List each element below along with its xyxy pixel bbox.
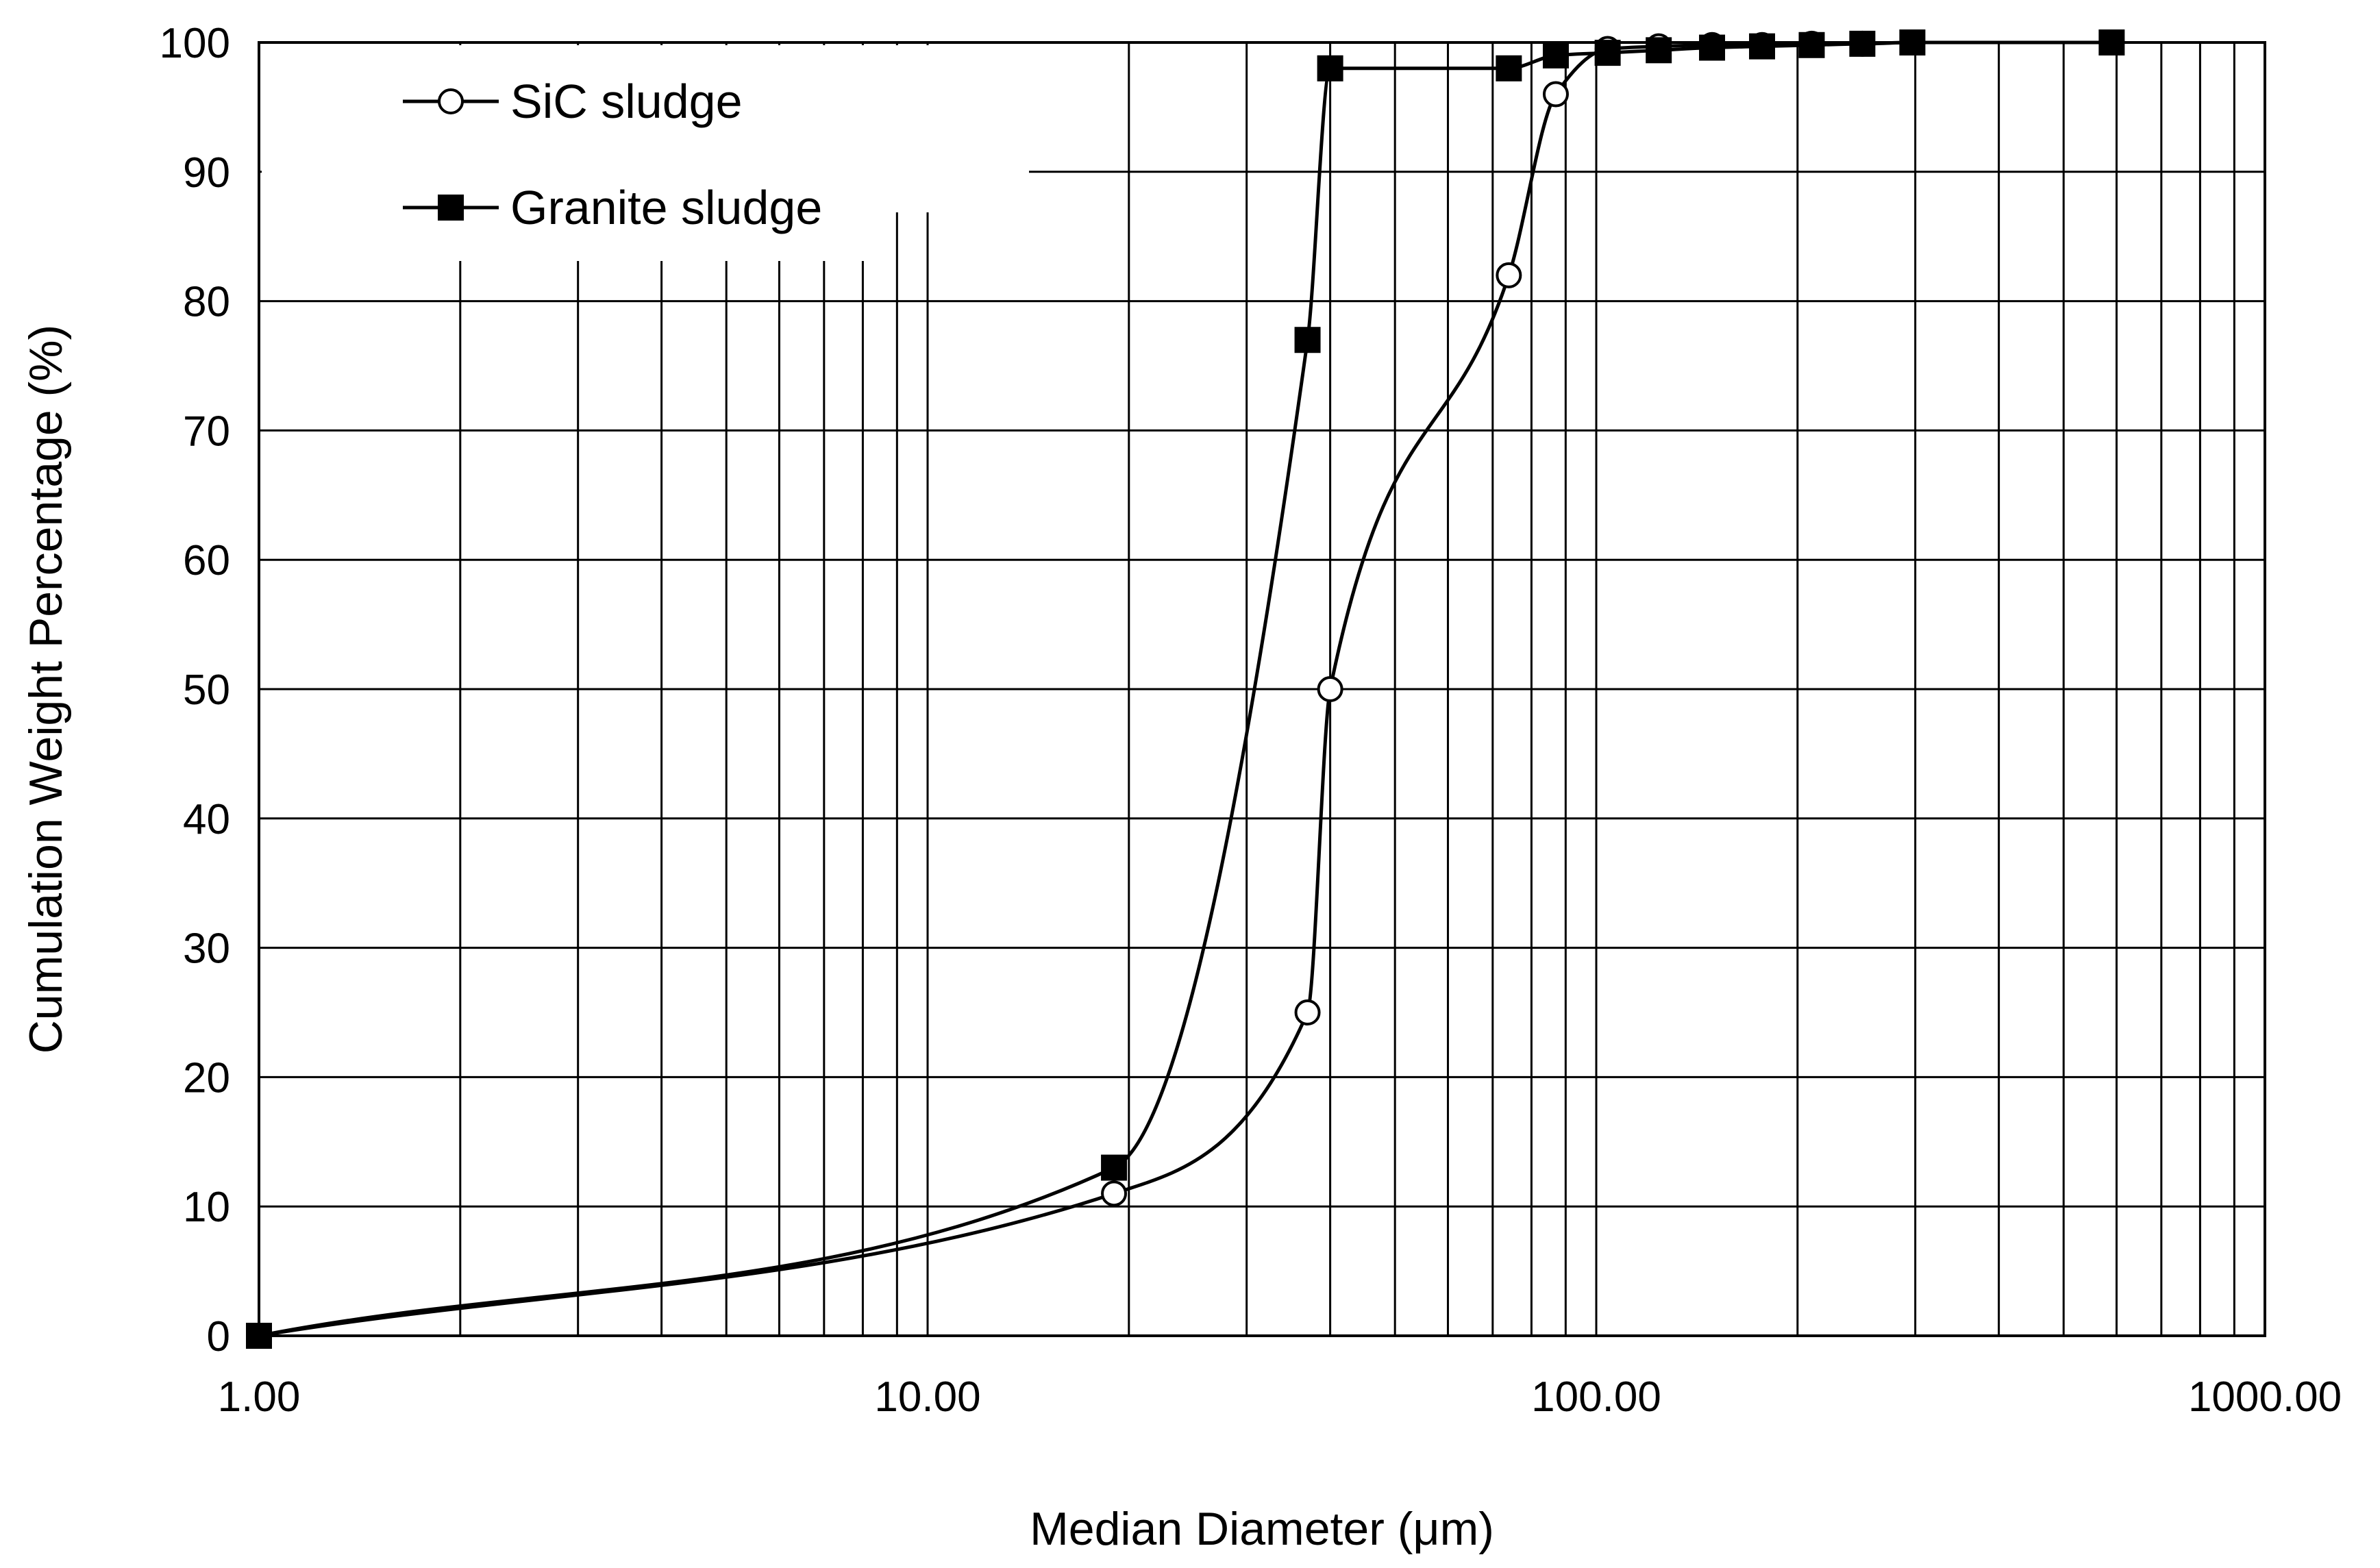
y-tick-label: 100 [160,20,230,67]
data-point-circle [1317,676,1343,702]
y-tick-label: 20 [183,1054,230,1102]
legend-entry: SiC sludge [403,75,743,128]
data-point-square [2098,29,2125,55]
legend: SiC sludge Granite sludge [403,75,822,234]
data-point-square [1699,34,1726,61]
y-tick-label: 40 [183,796,230,843]
data-point-square [246,1323,272,1349]
data-point-square [1749,33,1776,60]
x-axis-title: Median Diameter (μm) [1030,1503,1494,1555]
y-axis-ticks: 0 10 20 30 40 50 60 70 80 90 100 [160,20,230,1360]
x-tick-label: 10.00 [874,1373,980,1421]
legend-entry: Granite sludge [403,181,822,234]
y-tick-label: 0 [207,1313,230,1360]
data-point-square [1542,42,1569,69]
series-group [246,29,2125,1349]
data-point-square [1899,29,1926,55]
data-point-circle [1294,999,1321,1025]
x-tick-label: 1000.00 [2188,1373,2342,1421]
data-point-square [1294,327,1321,353]
data-point-circle [1496,262,1522,288]
y-tick-label: 70 [183,408,230,455]
data-point-square [1798,32,1825,58]
series-granite-sludge [246,29,2125,1349]
legend-label: SiC sludge [510,75,743,128]
data-point-square [1646,37,1672,64]
y-axis-title: Cumulation Weight Percentage (%) [20,325,72,1054]
x-axis-ticks: 1.00 10.00 100.00 1000.00 [218,1373,2342,1421]
y-tick-label: 90 [183,149,230,197]
data-point-square [1496,55,1522,82]
y-tick-label: 30 [183,925,230,973]
data-point-square [1101,1154,1128,1181]
legend-marker-square [438,195,464,221]
x-tick-label: 100.00 [1531,1373,1661,1421]
legend-background [262,45,1029,261]
plot-area-frame [258,41,2266,1337]
y-tick-label: 60 [183,537,230,584]
data-point-square [1849,30,1876,57]
y-tick-label: 80 [183,279,230,326]
x-tick-label: 1.00 [218,1373,301,1421]
y-tick-label: 10 [183,1184,230,1231]
legend-marker-circle [438,88,464,114]
legend-label: Granite sludge [510,181,822,234]
y-tick-label: 50 [183,667,230,714]
legend-box-lower [262,45,892,261]
data-point-square [1594,40,1621,66]
data-point-square [1317,55,1343,82]
data-point-circle [1101,1180,1128,1207]
data-point-circle [1542,81,1569,108]
